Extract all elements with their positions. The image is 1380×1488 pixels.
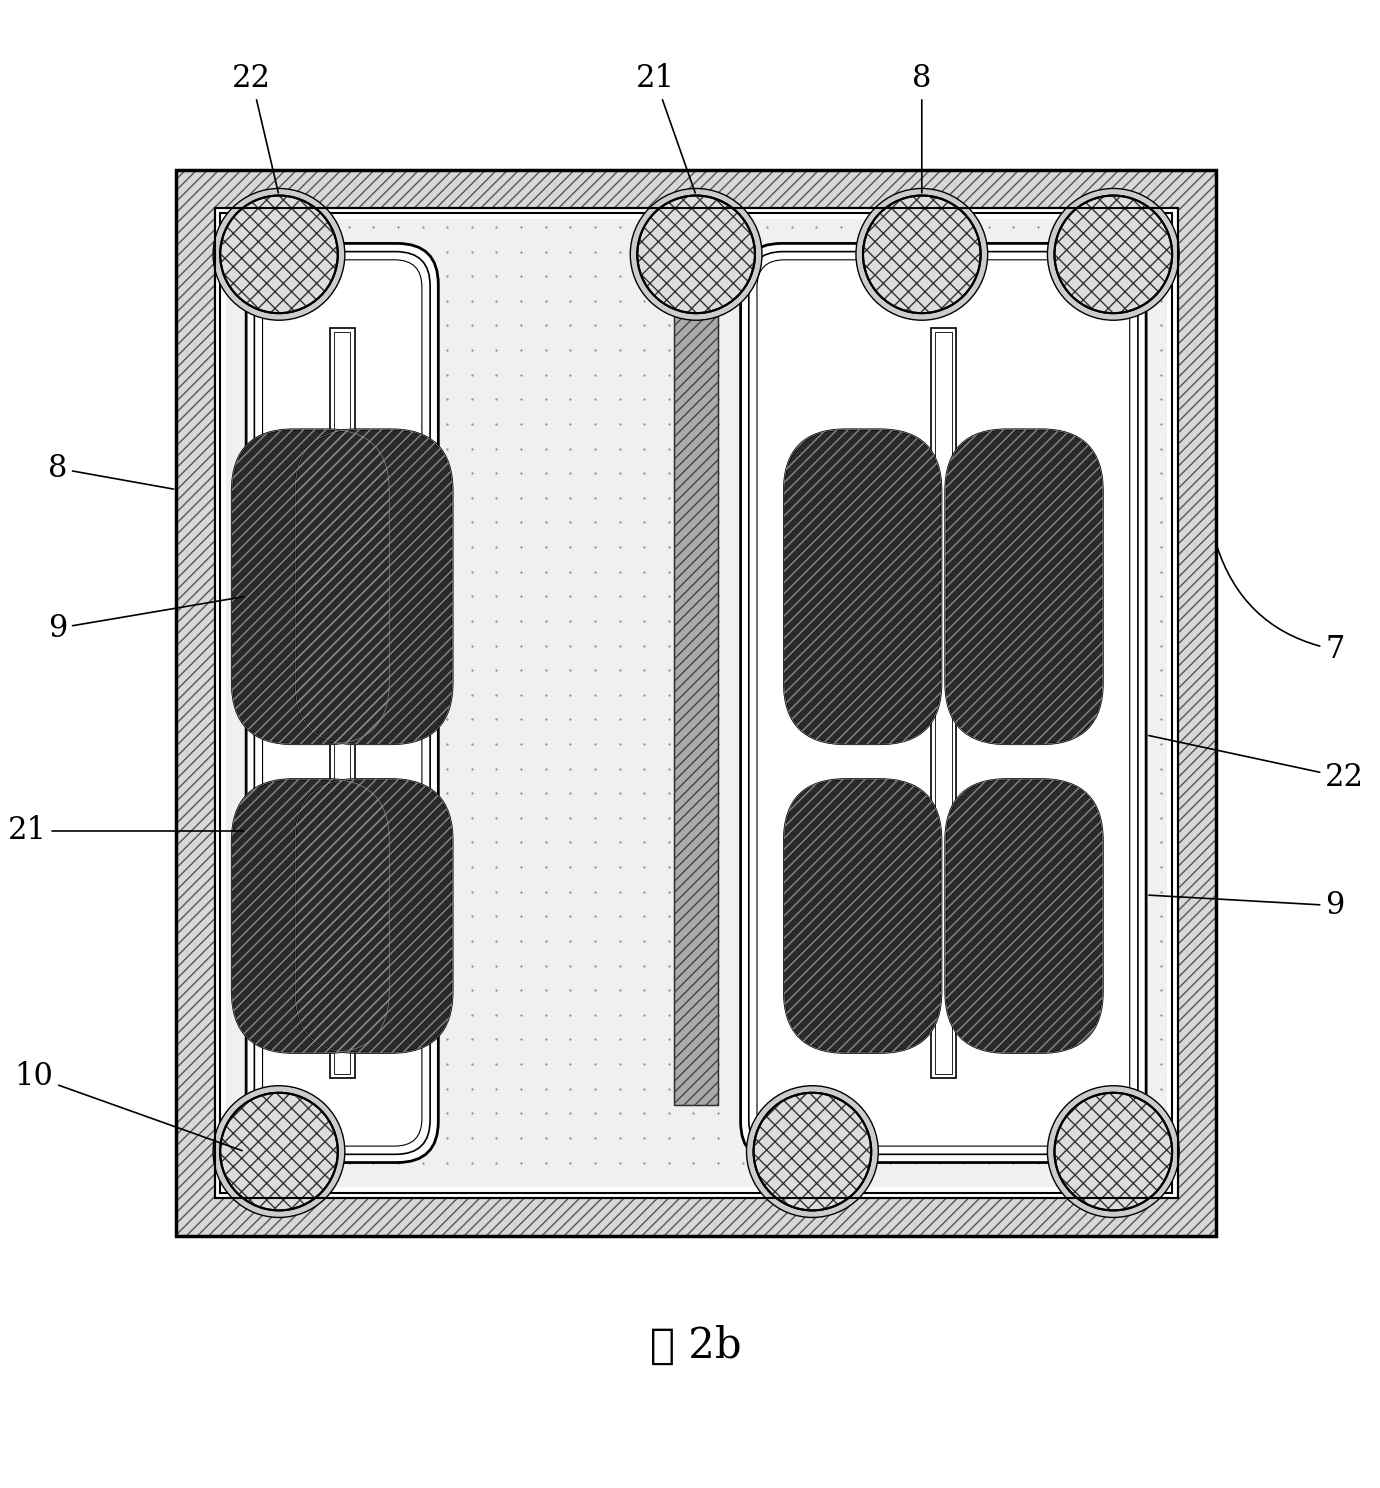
Text: 8: 8 bbox=[47, 452, 174, 490]
Circle shape bbox=[221, 195, 338, 312]
FancyBboxPatch shape bbox=[215, 208, 1177, 1198]
Circle shape bbox=[638, 195, 755, 312]
Circle shape bbox=[222, 196, 337, 312]
Circle shape bbox=[755, 1094, 869, 1210]
FancyBboxPatch shape bbox=[945, 430, 1103, 744]
FancyBboxPatch shape bbox=[945, 780, 1103, 1054]
Text: 21: 21 bbox=[636, 64, 696, 193]
Circle shape bbox=[753, 1092, 871, 1210]
Circle shape bbox=[862, 195, 981, 312]
Circle shape bbox=[639, 196, 753, 312]
FancyBboxPatch shape bbox=[784, 430, 941, 744]
Text: 21: 21 bbox=[7, 815, 243, 847]
FancyBboxPatch shape bbox=[246, 244, 439, 1162]
Circle shape bbox=[1056, 1094, 1170, 1210]
Text: 7: 7 bbox=[1217, 546, 1344, 665]
FancyBboxPatch shape bbox=[784, 780, 941, 1054]
Circle shape bbox=[1056, 196, 1170, 312]
FancyBboxPatch shape bbox=[741, 244, 1147, 1162]
FancyBboxPatch shape bbox=[330, 329, 355, 1077]
Text: 9: 9 bbox=[1150, 890, 1344, 921]
Circle shape bbox=[864, 196, 980, 312]
Circle shape bbox=[1054, 1092, 1172, 1210]
Text: 图 2b: 图 2b bbox=[650, 1324, 742, 1367]
Circle shape bbox=[1047, 1086, 1179, 1217]
Text: 22: 22 bbox=[232, 64, 279, 193]
FancyBboxPatch shape bbox=[295, 780, 453, 1054]
FancyBboxPatch shape bbox=[232, 430, 389, 744]
Circle shape bbox=[747, 1086, 878, 1217]
FancyBboxPatch shape bbox=[295, 430, 453, 744]
FancyBboxPatch shape bbox=[232, 780, 389, 1054]
FancyBboxPatch shape bbox=[932, 329, 956, 1077]
Text: 8: 8 bbox=[912, 64, 932, 193]
Circle shape bbox=[1047, 189, 1179, 320]
Text: 22: 22 bbox=[1148, 735, 1365, 793]
Text: 10: 10 bbox=[14, 1061, 241, 1150]
FancyBboxPatch shape bbox=[675, 301, 718, 1106]
FancyBboxPatch shape bbox=[177, 170, 1216, 1237]
FancyBboxPatch shape bbox=[225, 219, 1166, 1187]
Circle shape bbox=[222, 1094, 337, 1210]
Circle shape bbox=[213, 1086, 345, 1217]
Circle shape bbox=[856, 189, 988, 320]
Circle shape bbox=[213, 189, 345, 320]
Text: 9: 9 bbox=[48, 597, 243, 644]
Circle shape bbox=[631, 189, 762, 320]
Circle shape bbox=[1054, 195, 1172, 312]
Circle shape bbox=[221, 1092, 338, 1210]
